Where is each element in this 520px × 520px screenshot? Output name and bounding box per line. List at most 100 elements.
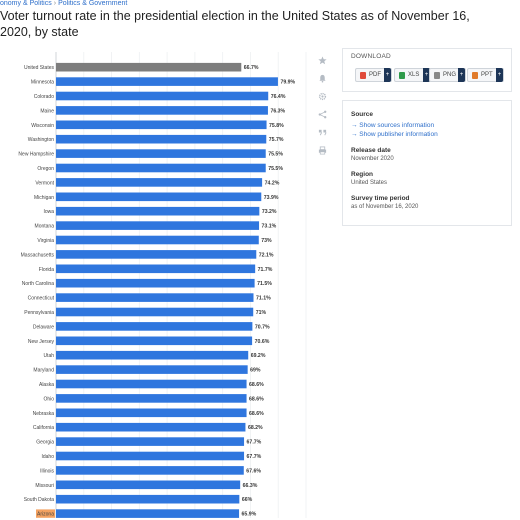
value-label: 67.7% <box>247 440 262 446</box>
value-label: 73.2% <box>262 209 277 215</box>
bar <box>56 178 263 187</box>
show-publisher-link[interactable]: → Show publisher information <box>351 131 438 138</box>
category-label: Maine <box>40 108 54 114</box>
bar <box>56 379 247 389</box>
category-label: Utah <box>43 353 54 359</box>
category-label: New Hampshire <box>18 152 54 158</box>
download-png-label: PNG <box>443 72 457 78</box>
category-label: Illinois <box>40 468 54 474</box>
bar <box>56 91 269 101</box>
bar <box>56 509 240 518</box>
download-ppt-button[interactable]: PPT + <box>467 68 504 82</box>
category-label: Pennsylvania <box>24 310 54 316</box>
value-label: 73% <box>261 238 272 244</box>
category-label: North Carolina <box>22 281 54 287</box>
region-heading: Region <box>351 171 374 178</box>
bar <box>56 134 267 144</box>
region-value: United States <box>351 180 388 186</box>
bar <box>56 293 254 302</box>
bell-icon[interactable] <box>313 70 331 86</box>
category-label: Nebraska <box>33 411 55 417</box>
value-label: 67.6% <box>246 468 261 474</box>
quote-icon[interactable] <box>313 124 331 140</box>
download-xls-button[interactable]: XLS + <box>394 68 431 82</box>
share-icon[interactable] <box>313 106 331 122</box>
bar-chart: United States 66.7% Minnesota 79.9% Colorado… <box>18 52 307 518</box>
release-date-value: November 2020 <box>351 156 394 162</box>
value-label: 66.3% <box>243 483 258 489</box>
bar <box>56 408 247 418</box>
pdf-icon <box>360 71 366 79</box>
category-label: Maryland <box>33 368 54 374</box>
category-label: Massachusetts <box>21 252 55 258</box>
value-label: 65.9% <box>242 512 257 518</box>
bar <box>56 221 260 230</box>
chart-panel: United States 66.7% Minnesota 79.9% Colorado… <box>14 50 332 520</box>
category-label: Missouri <box>35 483 54 489</box>
value-label: 76.4% <box>271 94 286 100</box>
bar <box>56 206 260 216</box>
bar <box>56 422 246 432</box>
info-panel: Source → Show sources information → Show… <box>342 100 512 226</box>
value-label: 75.8% <box>269 123 284 129</box>
value-label: 69% <box>250 368 261 374</box>
bar <box>56 437 245 446</box>
print-icon[interactable] <box>313 142 331 158</box>
bar <box>56 235 259 245</box>
value-label: 70.6% <box>255 339 270 345</box>
value-label: 66.7% <box>244 65 259 71</box>
download-ppt-label: PPT <box>481 72 493 78</box>
plus-icon: + <box>423 68 430 82</box>
category-label: Ohio <box>43 396 54 402</box>
value-label: 74.2% <box>265 180 280 186</box>
download-pdf-button[interactable]: PDF + <box>355 68 392 82</box>
category-label: United States <box>24 65 55 71</box>
bar <box>56 365 248 374</box>
breadcrumb: onomy & Politics › Politics & Government <box>0 0 127 9</box>
category-label: New Jersey <box>28 339 55 345</box>
value-label: 76.3% <box>270 108 285 114</box>
value-label: 68.6% <box>249 411 264 417</box>
bar <box>56 336 253 346</box>
page-title: Voter turnout rate in the presidential e… <box>0 9 470 39</box>
survey-period-value: as of November 16, 2020 <box>351 204 419 210</box>
category-label: Michigan <box>34 195 54 201</box>
category-label: Oregon <box>37 166 54 172</box>
gear-icon[interactable] <box>313 88 331 104</box>
bar <box>56 322 253 331</box>
category-label: Virginia <box>37 238 54 244</box>
value-label: 71.1% <box>256 296 271 302</box>
value-label: 68.6% <box>249 382 264 388</box>
plus-icon: + <box>458 68 465 82</box>
breadcrumb-link-politics-government[interactable]: Politics & Government <box>58 0 128 7</box>
source-heading: Source <box>351 111 374 118</box>
value-label: 71.5% <box>257 281 272 287</box>
value-label: 73.1% <box>262 224 277 230</box>
category-label: California <box>33 425 54 431</box>
bar <box>56 77 278 86</box>
category-label: Minnesota <box>31 80 54 86</box>
value-label: 75.7% <box>269 137 284 143</box>
bar <box>56 350 249 360</box>
star-icon[interactable] <box>313 52 331 68</box>
value-label: 71% <box>256 310 267 316</box>
download-heading: DOWNLOAD <box>351 53 391 60</box>
download-png-button[interactable]: PNG + <box>429 68 466 82</box>
value-label: 73.9% <box>264 195 279 201</box>
category-label: Vermont <box>35 180 54 186</box>
bar <box>56 451 245 461</box>
breadcrumb-link-economy-politics[interactable]: onomy & Politics <box>0 0 52 7</box>
value-label: 71.7% <box>258 267 273 273</box>
category-label: Washington <box>28 137 54 143</box>
value-label: 67.7% <box>247 454 262 460</box>
bar <box>56 163 266 173</box>
bar <box>56 494 240 504</box>
bar <box>56 394 247 403</box>
show-sources-link[interactable]: → Show sources information <box>351 122 435 129</box>
category-label: Connecticut <box>28 296 55 302</box>
chart-toolbar <box>312 52 332 160</box>
category-label: Iowa <box>43 209 54 215</box>
bar <box>56 106 268 115</box>
value-label: 79.9% <box>280 80 295 86</box>
category-label: Arizona <box>37 512 54 518</box>
